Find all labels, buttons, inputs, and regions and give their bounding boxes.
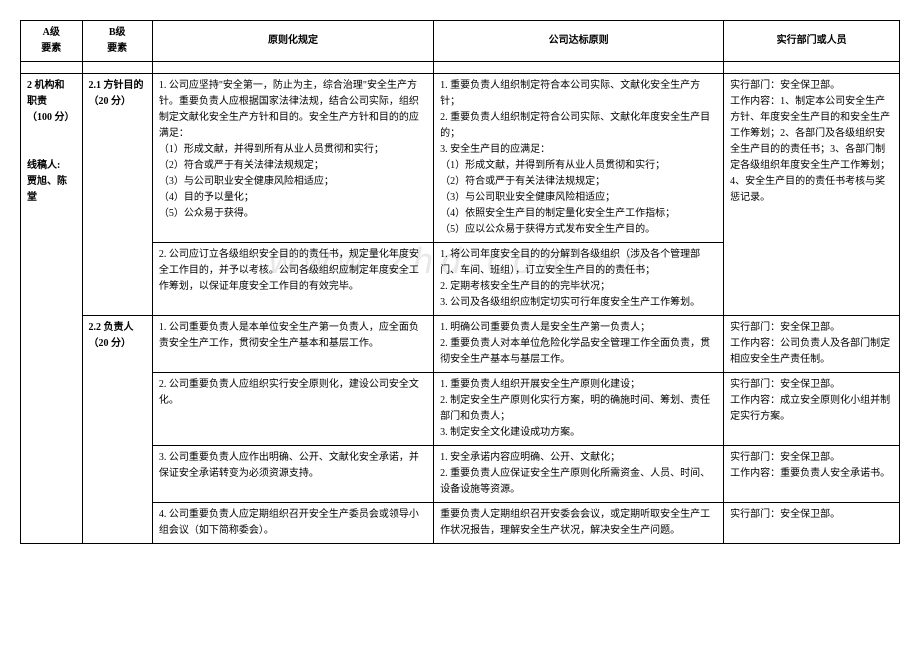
cell-e-1: 实行部门：安全保卫部。 工作内容：1、制定本公司安全生产方针、年度安全生产目的和… — [724, 74, 900, 316]
cell-c-1: 1. 公司应坚持"安全第一，防止为主，综合治理"安全生产方针。重要负责人应根据国… — [152, 74, 433, 243]
table-row: 2.2 负责人 （20 分） 1. 公司重要负责人是本单位安全生产第一负责人，应… — [21, 316, 900, 373]
table-wrapper: A级 要素 B级 要素 原则化规定 公司达标原则 实行部门或人员 2 机构和 职… — [20, 20, 900, 544]
header-e: 实行部门或人员 — [724, 21, 900, 62]
cell-e-3: 实行部门：安全保卫部。 工作内容：公司负责人及各部门制定相应安全生产责任制。 — [724, 316, 900, 373]
spacer-row — [21, 62, 900, 74]
cell-d-3: 1. 明确公司重要负责人是安全生产第一负责人； 2. 重要负责人对本单位危险化学… — [434, 316, 724, 373]
header-a: A级 要素 — [21, 21, 83, 62]
table-row: 3. 公司重要负责人应作出明确、公开、文献化安全承诺，并保证安全承诺转变为必须资… — [21, 446, 900, 503]
cell-d-1: 1. 重要负责人组织制定符合本公司实际、文献化安全生产方针； 2. 重要负责人组… — [434, 74, 724, 243]
cell-e-4: 实行部门：安全保卫部。 工作内容：成立安全原则化小组并制定实行方案。 — [724, 373, 900, 446]
cell-d-2: 1. 将公司年度安全目的的分解到各级组织（涉及各个管理部门、车间、班组），订立安… — [434, 243, 724, 316]
cell-b-1: 2.1 方针目的 （20 分） — [82, 74, 152, 316]
cell-d-4: 1. 重要负责人组织开展安全生产原则化建设； 2. 制定安全生产原则化实行方案，… — [434, 373, 724, 446]
cell-e-6: 实行部门：安全保卫部。 — [724, 503, 900, 544]
cell-c-4: 2. 公司重要负责人应组织实行安全原则化，建设公司安全文化。 — [152, 373, 433, 446]
main-table: A级 要素 B级 要素 原则化规定 公司达标原则 实行部门或人员 2 机构和 职… — [20, 20, 900, 544]
header-row: A级 要素 B级 要素 原则化规定 公司达标原则 实行部门或人员 — [21, 21, 900, 62]
table-row: 4. 公司重要负责人应定期组织召开安全生产委员会或领导小组会议（如下简称委会）。… — [21, 503, 900, 544]
cell-c-6: 4. 公司重要负责人应定期组织召开安全生产委员会或领导小组会议（如下简称委会）。 — [152, 503, 433, 544]
cell-b-3: 2.2 负责人 （20 分） — [82, 316, 152, 544]
header-b: B级 要素 — [82, 21, 152, 62]
cell-c-2: 2. 公司应订立各级组织安全目的的责任书，规定量化年度安全工作目的，并予以考核。… — [152, 243, 433, 316]
header-d: 公司达标原则 — [434, 21, 724, 62]
cell-c-5: 3. 公司重要负责人应作出明确、公开、文献化安全承诺，并保证安全承诺转变为必须资… — [152, 446, 433, 503]
cell-d-6: 重要负责人定期组织召开安委会会议，或定期听取安全生产工作状况报告，理解安全生产状… — [434, 503, 724, 544]
table-row: 2. 公司重要负责人应组织实行安全原则化，建设公司安全文化。 1. 重要负责人组… — [21, 373, 900, 446]
cell-a-1: 2 机构和 职责 （100 分） 线稿人: 贾旭、陈 堂 — [21, 74, 83, 544]
cell-d-5: 1. 安全承诺内容应明确、公开、文献化； 2. 重要负责人应保证安全生产原则化所… — [434, 446, 724, 503]
cell-c-3: 1. 公司重要负责人是本单位安全生产第一负责人，应全面负责安全生产工作，贯彻安全… — [152, 316, 433, 373]
header-c: 原则化规定 — [152, 21, 433, 62]
cell-e-5: 实行部门：安全保卫部。 工作内容：重要负责人安全承诺书。 — [724, 446, 900, 503]
table-row: 2 机构和 职责 （100 分） 线稿人: 贾旭、陈 堂 2.1 方针目的 （2… — [21, 74, 900, 243]
